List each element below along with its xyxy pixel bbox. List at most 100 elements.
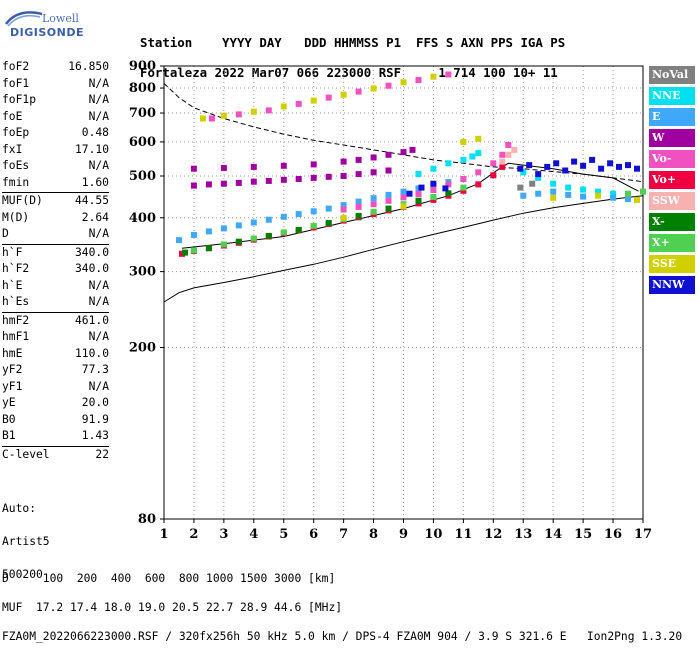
legend-item-noval: NoVal [649, 66, 695, 84]
echo-point-e [610, 194, 617, 201]
x-tick-label: 14 [544, 527, 562, 542]
param-name: D [2, 227, 9, 240]
param-row: yE 20.0 [2, 396, 109, 413]
param-value: 1.60 [81, 175, 109, 189]
echo-point-nne [565, 184, 572, 191]
echo-point-nne [415, 171, 422, 178]
echo-point-e [565, 191, 572, 198]
x-tick-label: 10 [424, 527, 442, 542]
footer-file-info: FZA0M_2022066223000.RSF / 320fx256h 50 k… [2, 629, 683, 643]
autoscaling-info: Auto: Artist5 500200 [2, 484, 50, 600]
echo-point-w [190, 165, 197, 172]
legend-item-x: X- [649, 213, 695, 231]
x-tick-label: 11 [454, 527, 472, 542]
param-value: 110.0 [74, 346, 109, 360]
param-name: hmF2 [2, 313, 30, 327]
echo-point-w [400, 149, 407, 156]
x-tick-label: 6 [309, 527, 318, 542]
param-name: hmE [2, 346, 23, 360]
echo-point-e [265, 216, 272, 223]
y-tick-label: 700 [129, 106, 156, 121]
legend-item-nne: NNE [649, 87, 695, 105]
param-name: foEs [2, 159, 30, 172]
echo-point-nne [445, 160, 452, 167]
footer: D 100 200 400 600 800 1000 1500 3000 [km… [2, 557, 682, 659]
param-value: N/A [88, 109, 109, 123]
param-name: MUF(D) [2, 194, 43, 207]
echo-point-vo [415, 77, 422, 83]
param-row: foEp 0.48 [2, 126, 109, 143]
echo-point-x [205, 245, 212, 252]
echo-point-nnw [406, 190, 413, 197]
param-row: yF2 77.3 [2, 363, 109, 380]
param-value: N/A [88, 76, 109, 90]
param-name: foF1 [2, 76, 30, 90]
echo-point-vo [445, 71, 452, 78]
echo-point-nnw [526, 162, 533, 169]
x-tick-label: 1 [159, 527, 168, 542]
echo-point-e [355, 198, 362, 205]
y-tick-label: 500 [129, 169, 156, 184]
echo-point-e [370, 195, 377, 202]
x-tick-label: 9 [399, 527, 408, 542]
echo-point-vo [475, 181, 482, 188]
param-value: N/A [88, 379, 109, 393]
echo-point-x [182, 249, 188, 256]
echo-point-w [325, 173, 332, 180]
param-row: hmF2 461.0 [2, 314, 109, 331]
param-name: h`Es [2, 295, 30, 308]
echo-point-vo [400, 194, 407, 201]
echo-point-nnw [544, 163, 551, 170]
echo-point-x [250, 235, 257, 242]
echo-point-w [310, 161, 317, 168]
echo-point-e [580, 193, 587, 200]
param-value: 44.55 [74, 194, 109, 207]
y-tick-label: 300 [129, 265, 156, 280]
echo-point-sse [220, 112, 227, 119]
echo-point-vo [340, 206, 347, 213]
param-row: hmF1 N/A [2, 330, 109, 347]
echo-point-e [250, 219, 257, 226]
param-value: 340.0 [74, 262, 109, 275]
auto-label: Auto: [2, 501, 37, 515]
echo-point-e [340, 202, 347, 209]
legend: NoVal NNE E W Vo- Vo+ SSW X- X+ SSE NNW [649, 66, 695, 297]
echo-point-w [220, 165, 227, 171]
x-tick-label: 15 [574, 527, 592, 542]
echo-point-noval [517, 184, 524, 191]
echo-point-e [535, 190, 542, 197]
ionogram-chart: 1 2 3 4 5 6 7 8 9 10 11 12 13 14 15 16 17802003004005006… [129, 59, 652, 542]
x-tick-label: 16 [604, 527, 622, 542]
echo-point-nnw [625, 162, 631, 169]
echo-point-sse [250, 108, 257, 115]
legend-item-ssw: SSW [649, 192, 695, 210]
footer-muf-row: MUF 17.2 17.4 18.0 19.0 20.5 22.7 28.9 4… [2, 600, 343, 614]
param-name: yF1 [2, 379, 23, 393]
param-name: yE [2, 396, 16, 409]
echo-point-sse [199, 115, 206, 122]
echo-point-vo [490, 160, 497, 167]
echo-point-x [355, 212, 362, 219]
echo-point-nne [475, 150, 482, 157]
lower-height-curve [163, 195, 644, 303]
echo-point-w [355, 171, 362, 178]
param-row: B0 91.9 [2, 413, 109, 430]
echo-point-nnw [430, 180, 437, 187]
legend-item-vo: Vo- [649, 150, 695, 168]
param-value: N/A [88, 159, 109, 172]
echo-point-nne [469, 153, 476, 160]
echo-point-vo [385, 197, 392, 204]
y-tick-label: 600 [129, 135, 156, 150]
logo-swoosh-icon [5, 11, 43, 27]
echo-point-x [430, 194, 437, 200]
echo-point-x [295, 226, 302, 233]
param-row: h`E N/A [2, 279, 109, 296]
param-name: M(D) [2, 210, 30, 224]
param-value: N/A [88, 330, 109, 343]
echo-point-e [190, 231, 197, 238]
echo-point-vo [325, 94, 332, 101]
legend-item-w: W [649, 129, 695, 147]
param-row: fxI 17.10 [2, 143, 109, 160]
echo-point-nnw [634, 165, 640, 172]
auto-program: Artist5 [2, 534, 50, 548]
